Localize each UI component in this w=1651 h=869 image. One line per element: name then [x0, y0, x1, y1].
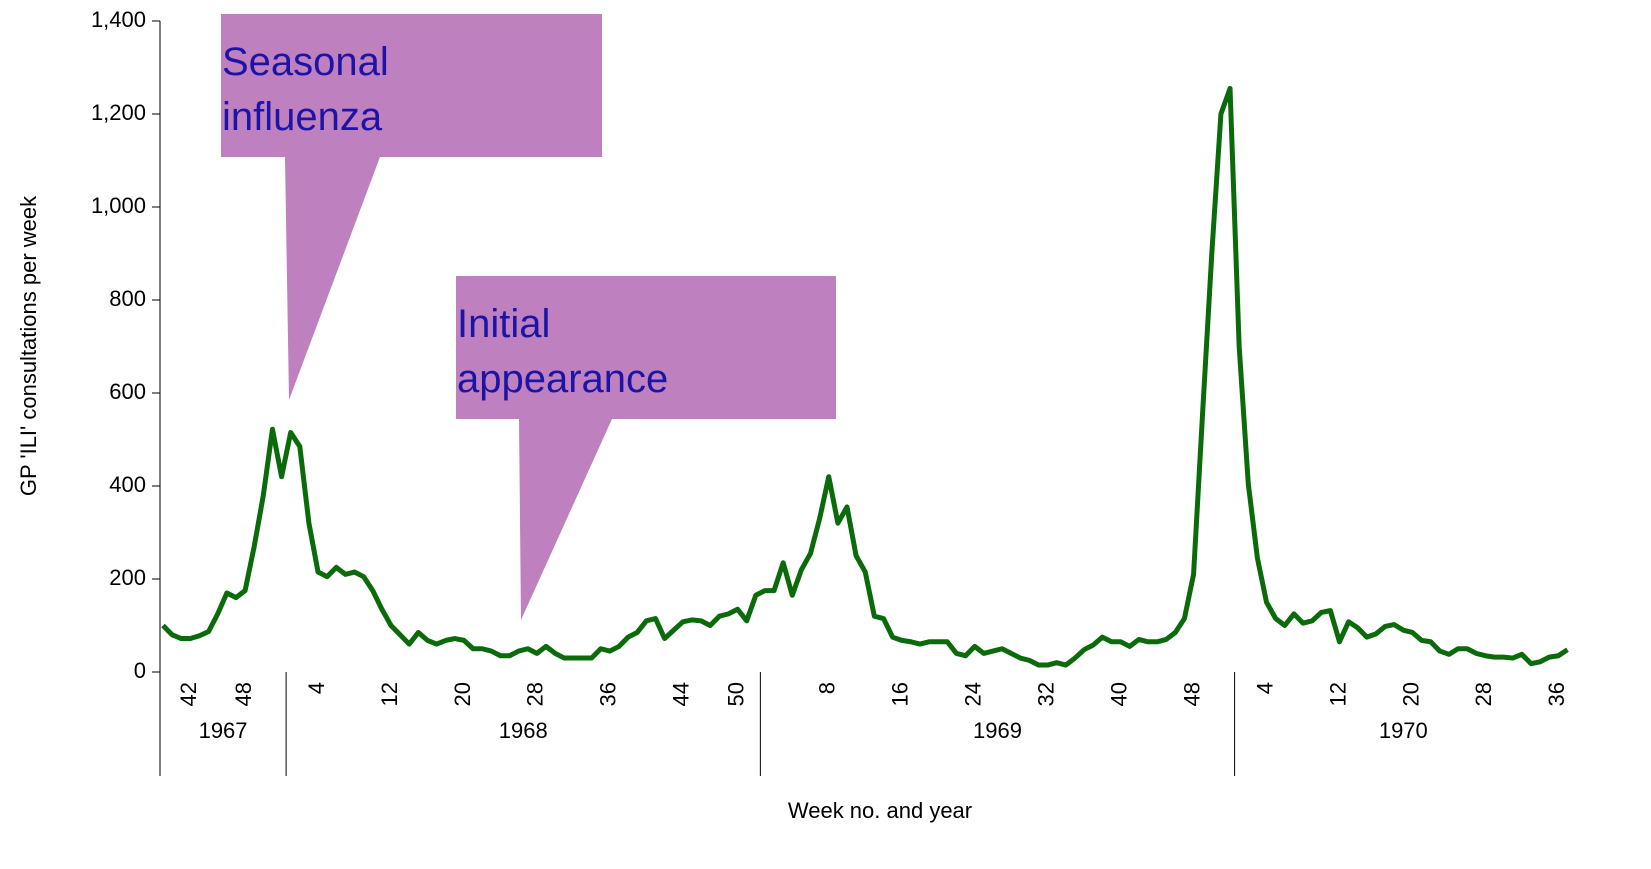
- callout-text: influenza: [222, 95, 383, 139]
- x-group-label: 1969: [973, 718, 1022, 743]
- callout-box: [456, 276, 836, 419]
- x-group-label: 1970: [1379, 718, 1428, 743]
- x-tick-label: 32: [1033, 682, 1058, 706]
- x-tick-label: 28: [523, 682, 548, 706]
- x-tick-label: 36: [596, 682, 621, 706]
- callout-text: appearance: [457, 357, 668, 401]
- x-tick-label: 48: [231, 682, 256, 706]
- y-tick-label: 800: [109, 286, 146, 311]
- x-tick-label: 42: [176, 682, 201, 706]
- x-tick-label: 20: [1398, 682, 1423, 706]
- x-tick-label: 28: [1471, 682, 1496, 706]
- x-tick-label: 48: [1179, 682, 1204, 706]
- data-line: [161, 85, 1569, 668]
- x-tick-label: 50: [723, 682, 748, 706]
- x-tick-label: 40: [1106, 682, 1131, 706]
- y-tick-label: 0: [134, 658, 146, 683]
- x-tick-label: 4: [304, 682, 329, 694]
- y-tick-label: 200: [109, 565, 146, 590]
- x-tick-label: 4: [1252, 682, 1277, 694]
- callout-pointer: [519, 419, 612, 620]
- callout-text: Initial: [457, 302, 550, 346]
- callout-text: Seasonal: [222, 40, 389, 84]
- x-axis-title: Week no. and year: [788, 798, 972, 823]
- x-tick-label: 44: [669, 682, 694, 706]
- x-group-label: 1968: [499, 718, 548, 743]
- x-tick-label: 8: [815, 682, 840, 694]
- x-tick-label: 12: [1325, 682, 1350, 706]
- x-tick-label: 24: [960, 682, 985, 706]
- x-tick-label: 36: [1544, 682, 1569, 706]
- y-tick-label: 400: [109, 472, 146, 497]
- x-tick-label: 16: [888, 682, 913, 706]
- callout-pointer: [285, 157, 380, 400]
- x-tick-label: 12: [377, 682, 402, 706]
- x-tick-label: 20: [450, 682, 475, 706]
- y-tick-label: 1,000: [91, 193, 146, 218]
- y-tick-label: 1,400: [91, 7, 146, 32]
- x-group-label: 1967: [199, 718, 248, 743]
- y-tick-label: 1,200: [91, 100, 146, 125]
- y-tick-label: 600: [109, 379, 146, 404]
- y-axis-title: GP 'ILI' consultations per week: [16, 195, 41, 496]
- callout-box: [221, 14, 602, 157]
